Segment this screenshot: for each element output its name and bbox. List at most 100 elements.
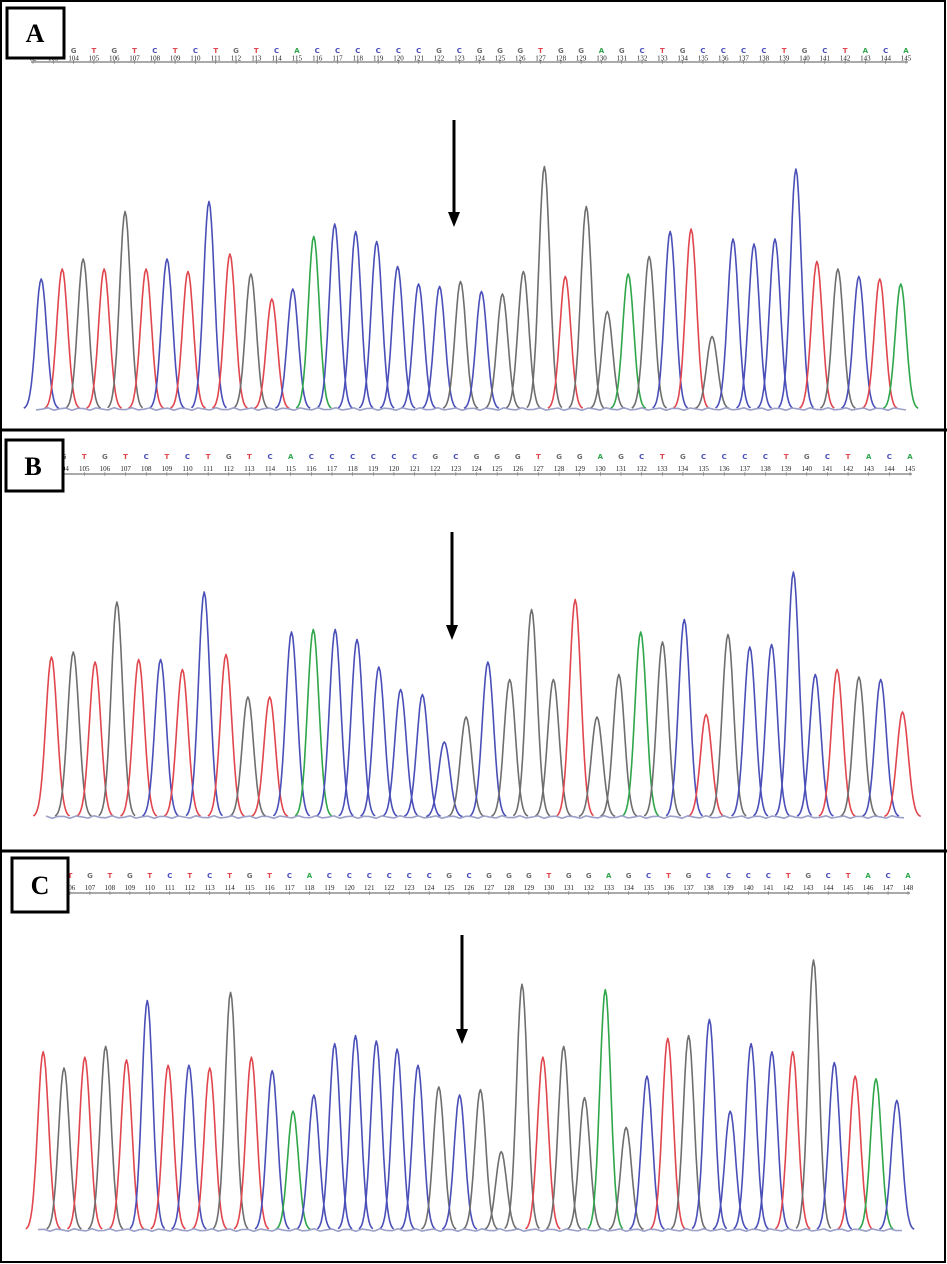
trace-peak bbox=[107, 210, 144, 409]
base-call: C bbox=[350, 453, 355, 461]
trace-peak bbox=[670, 1034, 707, 1230]
panel-c: T 106 G 107 T 108 G 109 T 110 C 111 T 112 C 113 T 114 G 115… bbox=[10, 856, 915, 1233]
trace-peak bbox=[504, 983, 541, 1230]
trace-peak bbox=[211, 253, 248, 409]
base-position: 109 bbox=[170, 55, 181, 63]
panel-c-label-box bbox=[10, 856, 70, 914]
base-position: 110 bbox=[145, 884, 156, 892]
base-position: 145 bbox=[843, 884, 854, 892]
base-position: 138 bbox=[703, 884, 714, 892]
base-position: 142 bbox=[840, 55, 851, 63]
base-position: 126 bbox=[515, 55, 526, 63]
panel-a-label-box bbox=[5, 6, 66, 60]
trace-peak bbox=[733, 1042, 769, 1230]
trace-peak bbox=[337, 230, 374, 409]
trace-peak bbox=[66, 1056, 103, 1230]
trace-peak bbox=[163, 668, 201, 817]
base-call: C bbox=[639, 453, 644, 461]
base-position: 117 bbox=[332, 55, 343, 63]
base-position: 147 bbox=[883, 884, 894, 892]
trace-peak bbox=[840, 275, 877, 409]
trace-peak bbox=[44, 268, 81, 409]
base-call: C bbox=[167, 872, 172, 880]
base-position: 105 bbox=[89, 55, 100, 63]
trace-peak bbox=[589, 310, 626, 410]
base-position: 136 bbox=[663, 884, 674, 892]
trace-peak bbox=[379, 1048, 416, 1230]
base-position: 114 bbox=[265, 465, 276, 473]
trace-peak bbox=[23, 278, 60, 409]
base-call: G bbox=[577, 453, 583, 461]
base-position: 134 bbox=[678, 465, 689, 473]
base-position: 140 bbox=[802, 465, 813, 473]
base-position: 122 bbox=[384, 884, 395, 892]
base-position: 115 bbox=[286, 465, 297, 473]
base-call: C bbox=[639, 47, 644, 55]
base-position: 124 bbox=[474, 55, 485, 63]
base-call: T bbox=[536, 453, 541, 461]
base-call: G bbox=[804, 453, 810, 461]
trace-peak bbox=[358, 1040, 395, 1230]
base-position: 114 bbox=[272, 55, 283, 63]
trace-peak bbox=[491, 678, 529, 817]
base-call: G bbox=[680, 453, 686, 461]
base-position: 126 bbox=[513, 465, 524, 473]
trace-peak bbox=[338, 638, 376, 817]
base-call: T bbox=[666, 872, 671, 880]
trace-peak bbox=[149, 258, 185, 409]
trace-peak bbox=[687, 713, 725, 818]
trace-peak bbox=[796, 673, 834, 817]
base-position: 107 bbox=[85, 884, 96, 892]
base-position: 122 bbox=[430, 465, 441, 473]
base-call: G bbox=[805, 872, 811, 880]
base-position: 144 bbox=[880, 55, 891, 63]
trace-peak bbox=[400, 1064, 436, 1230]
panel-c-trace bbox=[25, 959, 915, 1233]
panel-c-mutation-arrow bbox=[456, 935, 468, 1044]
base-call: C bbox=[152, 47, 157, 55]
base-position: 114 bbox=[224, 884, 235, 892]
trace-peak bbox=[46, 1067, 82, 1230]
base-call: C bbox=[646, 872, 651, 880]
trace-peak bbox=[861, 278, 898, 409]
base-position: 116 bbox=[312, 55, 323, 63]
trace-peak bbox=[316, 628, 354, 817]
base-call: T bbox=[660, 47, 665, 55]
base-position: 109 bbox=[125, 884, 136, 892]
base-call: T bbox=[782, 47, 787, 55]
base-call: C bbox=[268, 453, 273, 461]
base-position: 129 bbox=[576, 55, 587, 63]
trace-peak bbox=[272, 631, 311, 817]
base-position: 107 bbox=[120, 465, 131, 473]
trace-peak bbox=[483, 1150, 519, 1231]
base-position: 130 bbox=[596, 55, 607, 63]
base-call: T bbox=[227, 872, 232, 880]
trace-baseline bbox=[37, 1227, 903, 1233]
base-call: C bbox=[287, 872, 292, 880]
trace-peak bbox=[566, 1096, 603, 1230]
base-call: C bbox=[722, 453, 727, 461]
trace-baseline bbox=[35, 406, 907, 412]
panel-a-trace bbox=[23, 165, 919, 412]
base-call: G bbox=[619, 47, 625, 55]
trace-peak bbox=[254, 298, 290, 410]
base-position: 120 bbox=[389, 465, 400, 473]
base-call: C bbox=[335, 47, 340, 55]
base-call: C bbox=[391, 453, 396, 461]
base-call: G bbox=[226, 453, 232, 461]
base-position: 116 bbox=[264, 884, 275, 892]
base-call: G bbox=[247, 872, 253, 880]
trace-peak bbox=[712, 1110, 748, 1231]
base-position: 135 bbox=[643, 884, 654, 892]
base-call: G bbox=[102, 453, 108, 461]
base-call: T bbox=[123, 453, 128, 461]
base-call: T bbox=[213, 47, 218, 55]
base-call: C bbox=[407, 872, 412, 880]
trace-peak bbox=[709, 633, 747, 817]
base-position: 143 bbox=[803, 884, 814, 892]
base-position: 127 bbox=[535, 55, 546, 63]
base-call: G bbox=[436, 47, 442, 55]
trace-peak bbox=[600, 673, 638, 817]
base-position: 119 bbox=[373, 55, 384, 63]
base-call: C bbox=[367, 872, 372, 880]
